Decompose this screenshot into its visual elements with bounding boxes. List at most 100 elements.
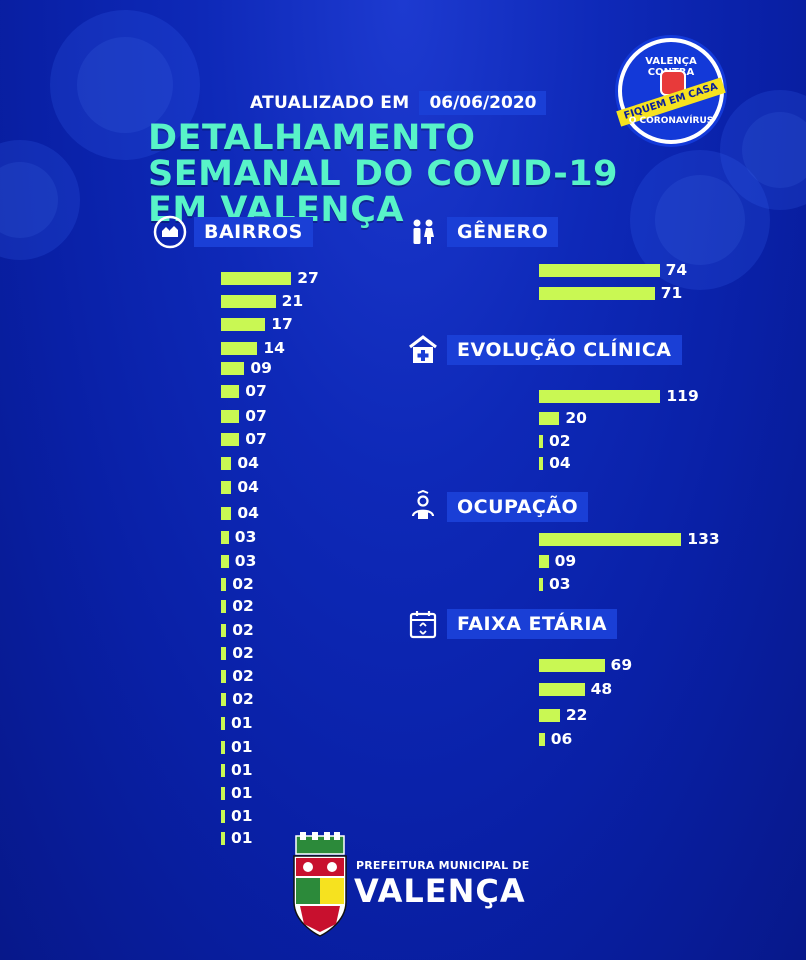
bar xyxy=(221,693,227,706)
bar xyxy=(539,533,682,546)
bar xyxy=(221,600,227,613)
value-label: 07 xyxy=(245,382,267,400)
updated-label: ATUALIZADO EM xyxy=(250,93,410,113)
people-icon xyxy=(405,214,441,250)
value-label: 03 xyxy=(549,575,571,593)
value-label: 22 xyxy=(565,706,588,724)
bar xyxy=(539,709,560,722)
value-label: 01 xyxy=(231,829,253,847)
value-label: 07 xyxy=(245,430,267,448)
virus-decoration xyxy=(50,10,200,160)
bar xyxy=(539,555,549,568)
prefeitura-label: PREFEITURA MUNICIPAL DE xyxy=(356,859,530,872)
virus-decoration xyxy=(720,90,806,210)
bar xyxy=(221,531,229,544)
bar xyxy=(221,578,227,591)
value-label: 27 xyxy=(297,269,319,287)
houses-icon xyxy=(152,214,188,250)
bar xyxy=(539,659,605,672)
value-label: 03 xyxy=(234,528,257,546)
bar xyxy=(221,295,276,308)
bar xyxy=(221,433,240,446)
value-label: 02 xyxy=(232,690,254,708)
bar xyxy=(221,342,258,355)
bar xyxy=(221,624,227,637)
bar xyxy=(221,555,229,568)
value-label: 04 xyxy=(237,504,259,522)
bar xyxy=(539,435,543,448)
value-label: 02 xyxy=(232,644,254,662)
value-label: 01 xyxy=(231,784,253,802)
value-label: 69 xyxy=(610,656,633,674)
value-label: 02 xyxy=(232,575,254,593)
value-label: 119 xyxy=(666,387,699,405)
value-label: 01 xyxy=(231,738,253,756)
hospital-icon xyxy=(405,332,441,368)
value-label: 74 xyxy=(665,261,688,279)
value-label: 04 xyxy=(237,478,259,496)
section-header-ocupacao: OCUPAÇÃO xyxy=(405,489,589,525)
value-label: 21 xyxy=(281,292,304,310)
value-label: 17 xyxy=(271,315,293,333)
bar xyxy=(539,264,660,277)
value-label: 20 xyxy=(565,409,587,427)
section-title-evolucao: EVOLUÇÃO CLÍNICA xyxy=(447,335,682,365)
section-title-faixa: FAIXA ETÁRIA xyxy=(447,609,618,639)
section-header-genero: GÊNERO xyxy=(405,214,559,250)
bar xyxy=(221,507,232,520)
value-label: 02 xyxy=(549,432,571,450)
value-label: 03 xyxy=(234,552,257,570)
bar xyxy=(221,670,227,683)
bar xyxy=(221,810,225,823)
value-label: 02 xyxy=(232,597,254,615)
campaign-badge: VALENÇA CONTRA FIQUEM EM CASA O CORONAVÍ… xyxy=(616,38,726,144)
section-header-bairros: BAIRROS xyxy=(152,214,313,250)
calendar-icon xyxy=(405,606,441,642)
section-title-ocupacao: OCUPAÇÃO xyxy=(447,492,589,522)
value-label: 133 xyxy=(687,530,720,548)
bar xyxy=(221,362,245,375)
bar xyxy=(221,272,292,285)
bar xyxy=(539,683,585,696)
bar xyxy=(539,412,560,425)
bar xyxy=(221,832,225,845)
value-label: 09 xyxy=(554,552,577,570)
section-header-faixa: FAIXA ETÁRIA xyxy=(405,606,618,642)
bar xyxy=(539,287,655,300)
section-title-genero: GÊNERO xyxy=(447,217,559,247)
value-label: 04 xyxy=(237,454,259,472)
value-label: 02 xyxy=(232,621,254,639)
virus-decoration xyxy=(0,140,80,260)
bar xyxy=(539,578,543,591)
city-name: VALENÇA xyxy=(354,872,526,910)
value-label: 14 xyxy=(263,339,285,357)
value-label: 01 xyxy=(231,714,253,732)
value-label: 06 xyxy=(550,730,573,748)
value-label: 07 xyxy=(245,407,267,425)
value-label: 48 xyxy=(590,680,613,698)
value-label: 01 xyxy=(231,761,253,779)
bar xyxy=(539,457,544,470)
bar xyxy=(221,385,240,398)
section-title-bairros: BAIRROS xyxy=(194,217,313,247)
section-header-evolucao: EVOLUÇÃO CLÍNICA xyxy=(405,335,682,365)
bar xyxy=(221,410,240,423)
bar xyxy=(221,741,225,754)
bar xyxy=(539,390,661,403)
page-title: DETALHAMENTO SEMANAL DO COVID-19 EM VALE… xyxy=(148,118,618,230)
bar xyxy=(221,717,225,730)
value-label: 04 xyxy=(549,454,571,472)
value-label: 01 xyxy=(231,807,253,825)
worker-icon xyxy=(405,489,441,525)
bar xyxy=(221,457,232,470)
bar xyxy=(221,318,266,331)
bar xyxy=(539,733,545,746)
bar xyxy=(221,787,225,800)
bar xyxy=(221,647,227,660)
value-label: 71 xyxy=(660,284,683,302)
update-info: ATUALIZADO EM 06/06/2020 xyxy=(250,90,547,116)
bar xyxy=(221,481,232,494)
badge-bottom-text: O CORONAVÍRUS xyxy=(628,116,714,126)
value-label: 09 xyxy=(250,359,272,377)
